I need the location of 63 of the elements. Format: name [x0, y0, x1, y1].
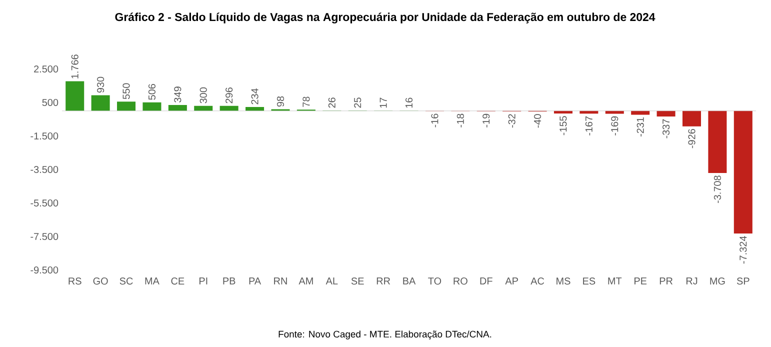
x-tick-label: SP — [736, 278, 750, 285]
x-tick-label: MS — [556, 278, 570, 285]
x-tick-label: RR — [376, 278, 390, 284]
data-label: 550 — [122, 83, 130, 100]
y-tick-label: -5.500 — [30, 199, 58, 207]
x-tick-label: RN — [274, 278, 287, 284]
data-label: 234 — [251, 88, 258, 104]
x-tick-label: PA — [249, 278, 262, 284]
data-label: 25 — [354, 98, 362, 108]
y-tick-label: 2.500 — [34, 65, 58, 73]
y-tick-label: -7.500 — [30, 232, 58, 240]
data-label: 296 — [226, 88, 233, 104]
x-tick-label: PR — [660, 278, 672, 284]
data-label: 506 — [148, 84, 156, 100]
y-tick-label: 500 — [42, 98, 58, 106]
x-tick-label: BA — [403, 278, 416, 284]
data-label: 26 — [328, 98, 336, 108]
x-tick-label: TO — [428, 278, 442, 285]
data-label: -19 — [482, 114, 490, 128]
data-label: -16 — [431, 114, 438, 128]
data-label: -231 — [636, 117, 644, 136]
data-label: 349 — [174, 86, 182, 102]
data-label: -7.324 — [740, 236, 747, 264]
data-label: 98 — [276, 96, 284, 107]
x-tick-label: MT — [608, 278, 622, 284]
data-label: 300 — [200, 87, 207, 104]
chart-title: Gráfico 2 - Saldo Líquido de Vagas na Agropecuária por Unidade da Federação em outubro de 2024 — [115, 12, 656, 24]
data-label: -337 — [662, 119, 670, 138]
x-tick-label: ES — [583, 278, 596, 285]
x-tick-label: PI — [199, 278, 208, 284]
data-label: -18 — [456, 114, 464, 128]
x-tick-label: AC — [530, 278, 544, 285]
data-label: 78 — [302, 96, 310, 107]
data-label: 1.766 — [71, 54, 78, 78]
source-note: Fonte: Novo Caged - MTE. Elaboração DTec/CNA. — [278, 330, 492, 340]
x-tick-label: PE — [634, 278, 647, 284]
x-tick-label: DF — [480, 278, 492, 284]
data-label: -926 — [688, 129, 696, 148]
x-tick-label: GO — [93, 278, 108, 285]
x-tick-label: CE — [171, 278, 184, 285]
data-label: -155 — [560, 116, 567, 136]
x-tick-label: AM — [298, 278, 313, 284]
y-tick-label: -9.500 — [30, 266, 58, 274]
data-label: 16 — [405, 98, 413, 108]
data-label: -3.708 — [714, 176, 721, 203]
x-tick-label: SE — [351, 278, 364, 285]
x-tick-label: MA — [145, 278, 160, 284]
data-label: -40 — [534, 114, 542, 128]
x-tick-label: SC — [120, 278, 133, 285]
y-tick-label: -3.500 — [30, 166, 58, 174]
data-label: 930 — [97, 76, 104, 93]
data-label: -169 — [611, 116, 618, 136]
x-tick-label: RO — [454, 278, 468, 285]
data-label: 17 — [380, 98, 387, 108]
x-tick-label: RJ — [686, 278, 698, 284]
x-tick-label: AP — [505, 278, 518, 284]
x-tick-label: RS — [68, 278, 82, 285]
x-tick-label: MG — [710, 278, 725, 285]
data-label: -167 — [585, 116, 592, 136]
y-tick-label: -1.500 — [30, 132, 58, 140]
x-tick-label: AL — [326, 278, 338, 284]
data-label: -32 — [508, 114, 516, 128]
x-tick-label: PB — [223, 278, 236, 284]
